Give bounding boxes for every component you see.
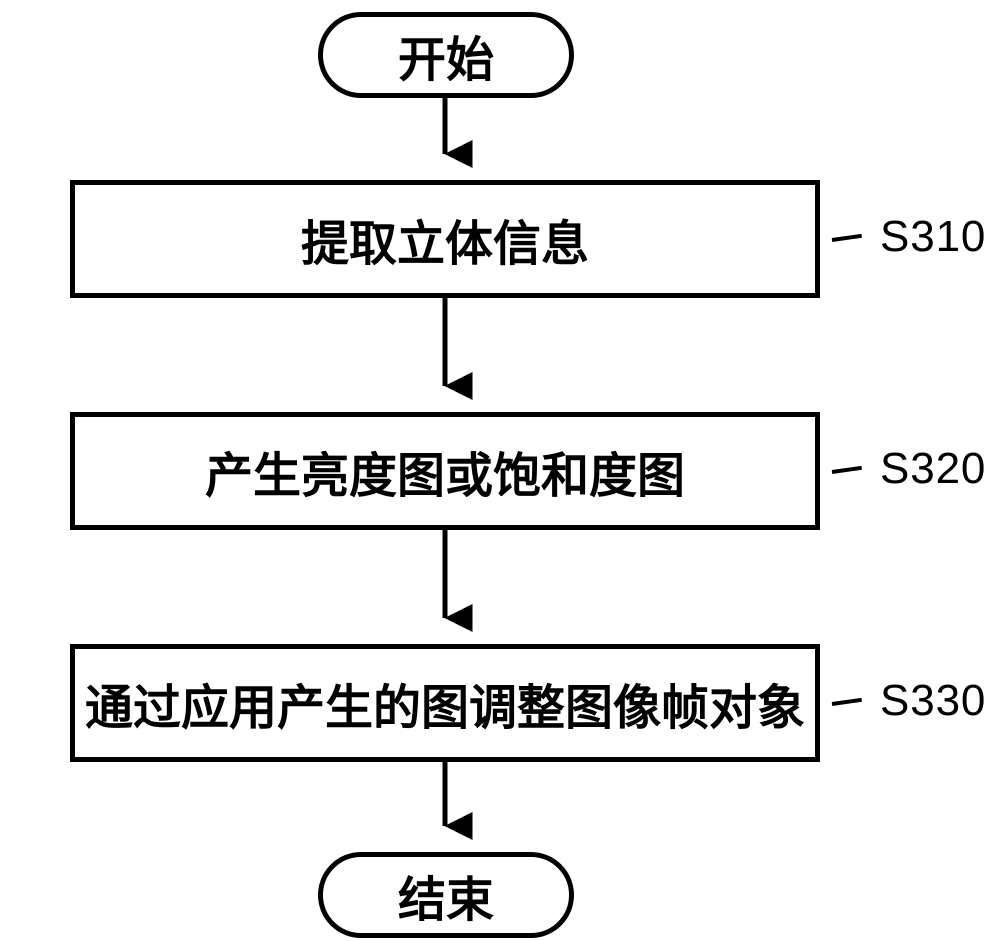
flowchart-canvas: 开始 提取立体信息 S310 产生亮度图或饱和度图 S320 通过应用产生的图调… <box>0 0 1000 941</box>
side-label-s330: S330 <box>880 676 986 726</box>
end-label: 结束 <box>398 860 494 930</box>
side-label-s310: S310 <box>880 212 986 262</box>
process-s320: 产生亮度图或饱和度图 <box>70 412 820 530</box>
process-s310: 提取立体信息 <box>70 180 820 298</box>
process-s330: 通过应用产生的图调整图像帧对象 <box>70 644 820 762</box>
tick-s320 <box>832 466 862 474</box>
process-s330-label: 通过应用产生的图调整图像帧对象 <box>85 668 805 738</box>
start-node: 开始 <box>318 12 574 98</box>
process-s320-label: 产生亮度图或饱和度图 <box>205 436 685 506</box>
process-s310-label: 提取立体信息 <box>301 204 589 274</box>
side-label-s320: S320 <box>880 444 986 494</box>
start-label: 开始 <box>398 20 494 90</box>
tick-s330 <box>832 698 862 706</box>
end-node: 结束 <box>318 852 574 938</box>
tick-s310 <box>832 234 862 242</box>
